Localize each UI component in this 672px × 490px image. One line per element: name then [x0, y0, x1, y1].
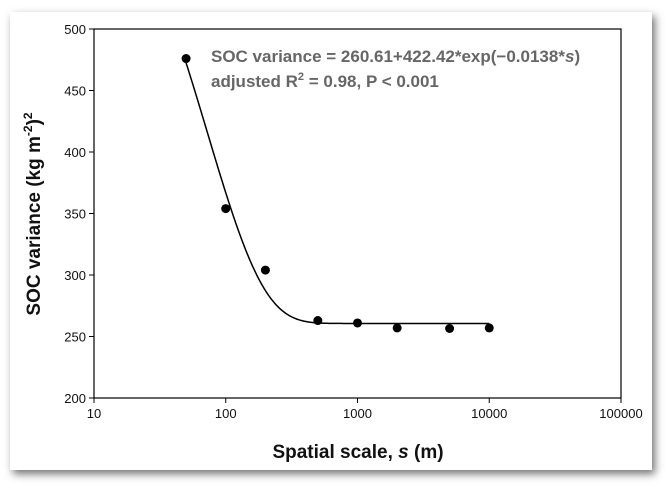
y-tick-label: 200 [64, 391, 86, 406]
y-tick-label: 400 [64, 145, 86, 160]
equation-annotation: SOC variance = 260.61+422.42*exp(−0.0138… [211, 47, 580, 66]
x-tick-label: 100 [215, 406, 237, 421]
y-tick-label: 300 [64, 268, 86, 283]
y-tick-label: 350 [64, 207, 86, 222]
y-axis-label: SOC variance (kg m-2)2 [21, 112, 45, 316]
y-tick-label: 250 [64, 330, 86, 345]
y-tick-label: 500 [64, 22, 86, 37]
x-tick-label: 100000 [599, 406, 642, 421]
r2-annotation: adjusted R2 = 0.98, P < 0.001 [211, 71, 439, 91]
fit-curve [185, 62, 490, 325]
data-point [221, 204, 231, 214]
y-tick-label: 450 [64, 84, 86, 99]
figure-card [10, 12, 652, 470]
data-point [313, 316, 323, 326]
x-tick-label: 1000 [343, 406, 372, 421]
data-point [484, 323, 494, 333]
x-axis-label: Spatial scale, s (m) [272, 442, 443, 463]
data-point [260, 265, 270, 275]
data-point [353, 318, 362, 328]
data-point [181, 54, 191, 64]
x-tick-label: 10 [87, 406, 101, 421]
data-point [392, 323, 402, 333]
data-point [445, 324, 455, 334]
x-tick-label: 10000 [471, 406, 507, 421]
